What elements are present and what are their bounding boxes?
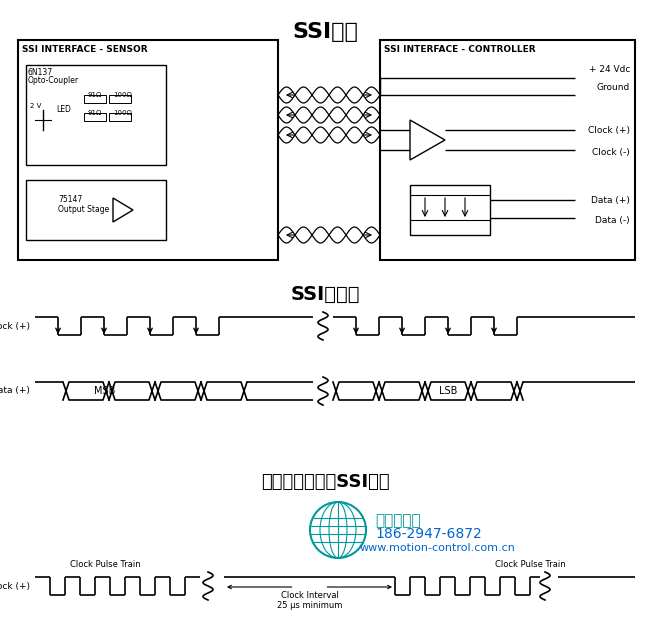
Text: LED: LED bbox=[56, 105, 71, 114]
Bar bbox=[84, 113, 106, 121]
Text: Data (+): Data (+) bbox=[0, 386, 30, 396]
Text: LSB: LSB bbox=[439, 386, 457, 396]
Bar bbox=[84, 95, 106, 103]
Bar bbox=[109, 95, 131, 103]
Text: Clock Interval: Clock Interval bbox=[281, 591, 339, 600]
Text: SSI INTERFACE - SENSOR: SSI INTERFACE - SENSOR bbox=[22, 45, 148, 54]
Text: Clock (+): Clock (+) bbox=[0, 321, 30, 331]
Bar bbox=[380, 40, 635, 260]
Text: 25 μs minimum: 25 μs minimum bbox=[277, 601, 342, 610]
Text: 2 V: 2 V bbox=[30, 103, 42, 109]
Text: Data (+): Data (+) bbox=[591, 195, 630, 205]
Text: 用于顺序测量的SSI时序: 用于顺序测量的SSI时序 bbox=[261, 473, 389, 491]
Text: SSI时序图: SSI时序图 bbox=[291, 285, 359, 304]
Text: Clock (+): Clock (+) bbox=[588, 125, 630, 135]
Text: 6N137: 6N137 bbox=[28, 68, 53, 77]
Text: 100Ω: 100Ω bbox=[113, 92, 132, 98]
Bar bbox=[18, 40, 278, 260]
Text: + 24 Vdc: + 24 Vdc bbox=[589, 66, 630, 75]
Bar bbox=[26, 180, 166, 240]
Bar bbox=[109, 113, 131, 121]
Text: Clock (-): Clock (-) bbox=[592, 148, 630, 156]
Text: Data (-): Data (-) bbox=[595, 216, 630, 224]
Text: Clock Pulse Train: Clock Pulse Train bbox=[70, 560, 140, 569]
Text: www.motion-control.com.cn: www.motion-control.com.cn bbox=[360, 543, 516, 553]
Text: Clock (+): Clock (+) bbox=[0, 582, 30, 591]
Text: Output Stage: Output Stage bbox=[58, 205, 109, 214]
Text: 75147: 75147 bbox=[58, 195, 83, 204]
Text: Clock Pulse Train: Clock Pulse Train bbox=[495, 560, 566, 569]
Text: 100Ω: 100Ω bbox=[113, 110, 132, 116]
Text: 186-2947-6872: 186-2947-6872 bbox=[375, 527, 482, 541]
Text: 91Ω: 91Ω bbox=[88, 110, 103, 116]
Text: 西安德伍拓: 西安德伍拓 bbox=[375, 513, 421, 528]
Text: 91Ω: 91Ω bbox=[88, 92, 103, 98]
Bar bbox=[26, 65, 166, 165]
Text: SSI INTERFACE - CONTROLLER: SSI INTERFACE - CONTROLLER bbox=[384, 45, 536, 54]
Text: MSB: MSB bbox=[94, 386, 116, 396]
Bar bbox=[410, 185, 490, 235]
Text: Ground: Ground bbox=[597, 83, 630, 93]
Text: Opto-Coupler: Opto-Coupler bbox=[28, 76, 79, 85]
Text: SSI框图: SSI框图 bbox=[292, 22, 358, 42]
